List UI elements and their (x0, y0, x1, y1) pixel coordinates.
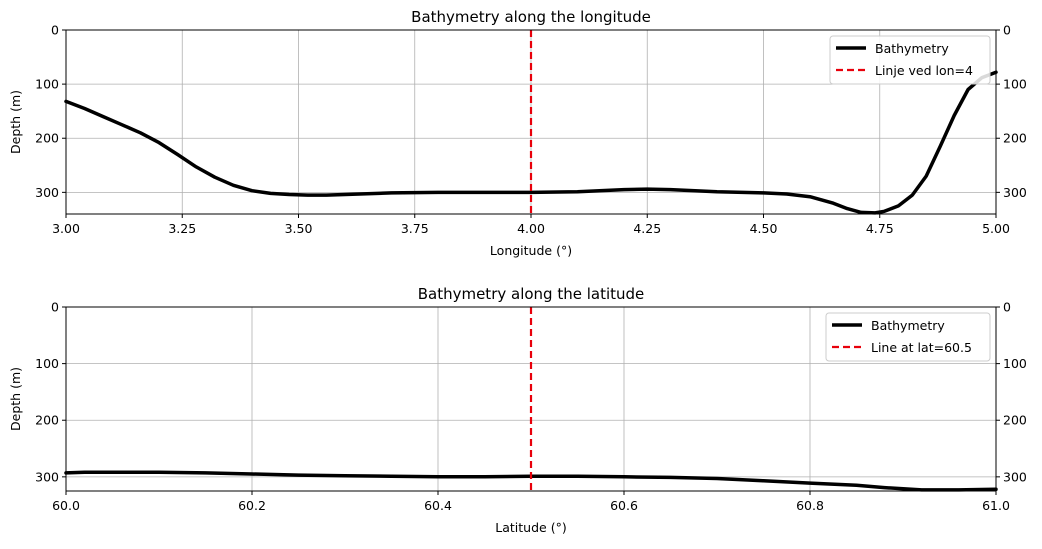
x-tick-label: 60.4 (424, 498, 452, 513)
x-tick-label: 60.0 (52, 498, 80, 513)
y-ticks-latitude: 0 0 100 100 200 200 300 300 (35, 300, 1027, 485)
x-tick-label: 3.50 (285, 221, 313, 236)
legend-label-bathymetry: Bathymetry (875, 41, 949, 56)
x-tick-label: 3.75 (401, 221, 429, 236)
y-tick-label-right: 200 (1003, 131, 1027, 146)
y-tick-label-left: 300 (35, 185, 59, 200)
y-tick-label-right: 300 (1003, 185, 1027, 200)
x-ticks-latitude: 60.0 60.2 60.4 60.6 60.8 61.0 (52, 491, 1010, 513)
y-tick-label-left: 0 (51, 23, 59, 38)
y-axis-label-latitude: Depth (m) (8, 367, 23, 431)
y-tick-label-right: 300 (1003, 469, 1027, 484)
x-tick-label: 4.50 (750, 221, 778, 236)
x-tick-label: 60.8 (796, 498, 824, 513)
chart-title-latitude: Bathymetry along the latitude (418, 285, 645, 303)
y-tick-label-left: 200 (35, 413, 59, 428)
x-tick-label: 4.25 (633, 221, 661, 236)
series-longitude (64, 30, 998, 215)
y-tick-label-right: 0 (1003, 300, 1011, 315)
y-tick-label-left: 0 (51, 300, 59, 315)
x-tick-label: 60.6 (610, 498, 638, 513)
y-ticks-longitude: 0 0 100 100 200 200 300 300 (35, 23, 1027, 200)
y-tick-label-left: 100 (35, 356, 59, 371)
legend-latitude: Bathymetry Line at lat=60.5 (825, 312, 991, 362)
y-tick-label-left: 300 (35, 469, 59, 484)
x-axis-label-longitude: Longitude (°) (490, 243, 572, 258)
x-tick-label: 4.00 (517, 221, 545, 236)
chart-title-longitude: Bathymetry along the longitude (411, 8, 651, 26)
x-tick-label: 4.75 (866, 221, 894, 236)
y-tick-label-right: 100 (1003, 356, 1027, 371)
y-tick-label-left: 100 (35, 77, 59, 92)
plot-frame-longitude (65, 29, 997, 215)
series-latitude (64, 307, 998, 492)
bathymetry-line (64, 70, 998, 215)
x-tick-label: 3.00 (52, 221, 80, 236)
plot-frame-latitude (65, 306, 997, 492)
x-tick-label: 60.2 (238, 498, 266, 513)
y-tick-label-right: 100 (1003, 77, 1027, 92)
legend-label-vline: Linje ved lon=4 (875, 63, 973, 78)
x-tick-label: 5.00 (982, 221, 1010, 236)
x-tick-label: 61.0 (982, 498, 1010, 513)
y-axis-label-longitude: Depth (m) (8, 90, 23, 154)
y-tick-label-right: 200 (1003, 413, 1027, 428)
legend-longitude: Bathymetry Linje ved lon=4 (829, 35, 991, 85)
y-tick-label-left: 200 (35, 131, 59, 146)
legend-label-bathymetry-lat: Bathymetry (871, 318, 945, 333)
panel-latitude: Bathymetry along the latitude 60.0 60.2 60… (8, 285, 1027, 535)
x-ticks-longitude: 3.00 3.25 3.50 3.75 4.00 4.25 4.50 4.75 5.00 (52, 214, 1010, 236)
panel-longitude: Bathymetry along the longitude 3.00 3.25 3… (8, 8, 1027, 258)
y-tick-label-right: 0 (1003, 23, 1011, 38)
legend-box-latitude (825, 312, 991, 362)
legend-label-vline-lat: Line at lat=60.5 (871, 340, 972, 355)
x-axis-label-latitude: Latitude (°) (495, 520, 566, 535)
x-tick-label: 3.25 (168, 221, 196, 236)
legend-box-longitude (829, 35, 991, 85)
